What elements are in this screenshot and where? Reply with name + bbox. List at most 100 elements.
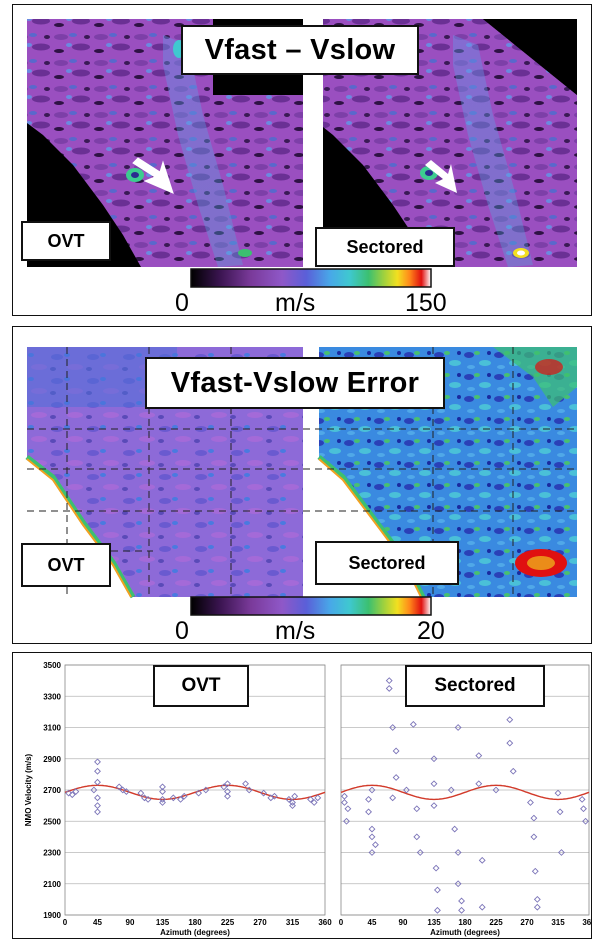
data-point — [530, 833, 538, 841]
data-point — [454, 880, 462, 888]
colorbar-max: 20 — [417, 617, 445, 644]
data-point — [454, 724, 462, 731]
data-point — [582, 817, 589, 825]
data-point — [368, 786, 376, 794]
data-point — [475, 752, 483, 760]
sectored-label: Sectored — [315, 541, 459, 585]
data-point — [169, 794, 177, 802]
data-point — [451, 825, 459, 833]
y-tick-label: 2900 — [43, 755, 61, 764]
map-title: Vfast – Vslow — [181, 25, 419, 75]
data-point — [365, 808, 372, 816]
data-point — [195, 789, 203, 797]
y-axis-label: NMO Velocity (m/s) — [24, 753, 33, 826]
colorbar — [190, 268, 432, 288]
x-tick-label: 45 — [93, 918, 102, 927]
data-point — [368, 825, 376, 833]
data-point — [159, 799, 166, 806]
chart-sectored: 0 45 90 135 180 225 270 315 360 Azimuth (degrees… — [339, 664, 591, 937]
data-point — [385, 677, 393, 685]
data-point — [90, 786, 98, 794]
ovt-label: OVT — [21, 221, 111, 261]
data-point — [94, 778, 101, 786]
data-point — [389, 724, 397, 731]
data-point — [141, 794, 148, 802]
data-point — [392, 774, 400, 781]
data-point — [94, 808, 101, 816]
data-point — [271, 792, 278, 800]
fit-curve — [64, 784, 326, 801]
data-point — [447, 786, 455, 794]
data-point — [65, 789, 73, 797]
data-point — [245, 786, 253, 794]
data-point — [430, 755, 438, 763]
data-point — [580, 805, 587, 813]
data-point — [224, 788, 231, 795]
data-point — [506, 716, 514, 724]
ovt-label: OVT — [21, 543, 111, 587]
data-point — [558, 849, 565, 856]
data-point — [430, 802, 438, 810]
data-point — [475, 780, 483, 788]
data-point — [458, 906, 465, 914]
fit-curve — [340, 784, 590, 801]
data-point — [409, 720, 417, 728]
colorbar-min: 0 — [175, 617, 189, 644]
data-point — [506, 739, 514, 747]
data-point — [220, 783, 228, 791]
data-point — [527, 799, 534, 806]
panel-nmo-velocity-charts: 0 45 90 135 180 225 270 315 360 1900 2100 2300 2500 2… — [12, 652, 592, 939]
data-point — [291, 792, 299, 800]
y-tick-label: 1900 — [43, 911, 61, 920]
error-maps — [25, 347, 577, 616]
data-point — [478, 856, 486, 864]
data-point — [403, 786, 410, 794]
data-point — [413, 833, 421, 841]
data-point — [413, 805, 421, 813]
x-tick-label: 90 — [399, 918, 408, 927]
x-tick-label: 360 — [318, 918, 332, 927]
data-point — [492, 786, 500, 794]
data-point — [202, 786, 210, 794]
x-tick-label: 315 — [551, 918, 565, 927]
y-tick-label: 3500 — [43, 661, 61, 670]
data-point — [224, 792, 231, 800]
y-tick-label: 3100 — [43, 724, 61, 733]
data-point — [509, 767, 517, 775]
data-point — [344, 805, 352, 813]
data-point — [242, 780, 249, 788]
data-point — [307, 795, 314, 803]
x-tick-label: 135 — [156, 918, 170, 927]
data-point — [72, 788, 80, 795]
x-tick-label: 90 — [126, 918, 135, 927]
data-point — [122, 788, 130, 795]
colorbar-min: 0 — [175, 289, 189, 316]
data-point — [341, 792, 348, 800]
panel-vfast-vslow: Vfast – Vslow OVT Sectored 0 m/s 150 — [12, 4, 592, 316]
data-point — [434, 906, 441, 914]
data-point — [159, 788, 166, 795]
data-point — [159, 783, 166, 791]
data-point — [372, 841, 379, 849]
data-point — [343, 817, 350, 825]
colorbar-unit: m/s — [275, 617, 316, 644]
y-tick-label: 2700 — [43, 786, 61, 795]
x-axis-label: Azimuth (degrees) — [430, 928, 500, 937]
x-tick-label: 225 — [221, 918, 235, 927]
colorbar — [190, 596, 432, 616]
data-point — [119, 786, 127, 794]
x-axis-label: Azimuth (degrees) — [160, 928, 230, 937]
data-point — [430, 780, 438, 788]
x-tick-label: 45 — [368, 918, 377, 927]
data-point — [556, 808, 564, 816]
data-point — [454, 849, 462, 856]
data-point — [533, 903, 541, 911]
y-tick-label: 2100 — [43, 880, 61, 889]
data-point — [289, 802, 296, 810]
data-point — [289, 799, 296, 806]
x-tick-label: 135 — [427, 918, 441, 927]
data-point — [392, 747, 400, 755]
data-point — [416, 849, 424, 856]
colorbar-max: 150 — [405, 289, 447, 316]
data-point — [341, 799, 348, 806]
